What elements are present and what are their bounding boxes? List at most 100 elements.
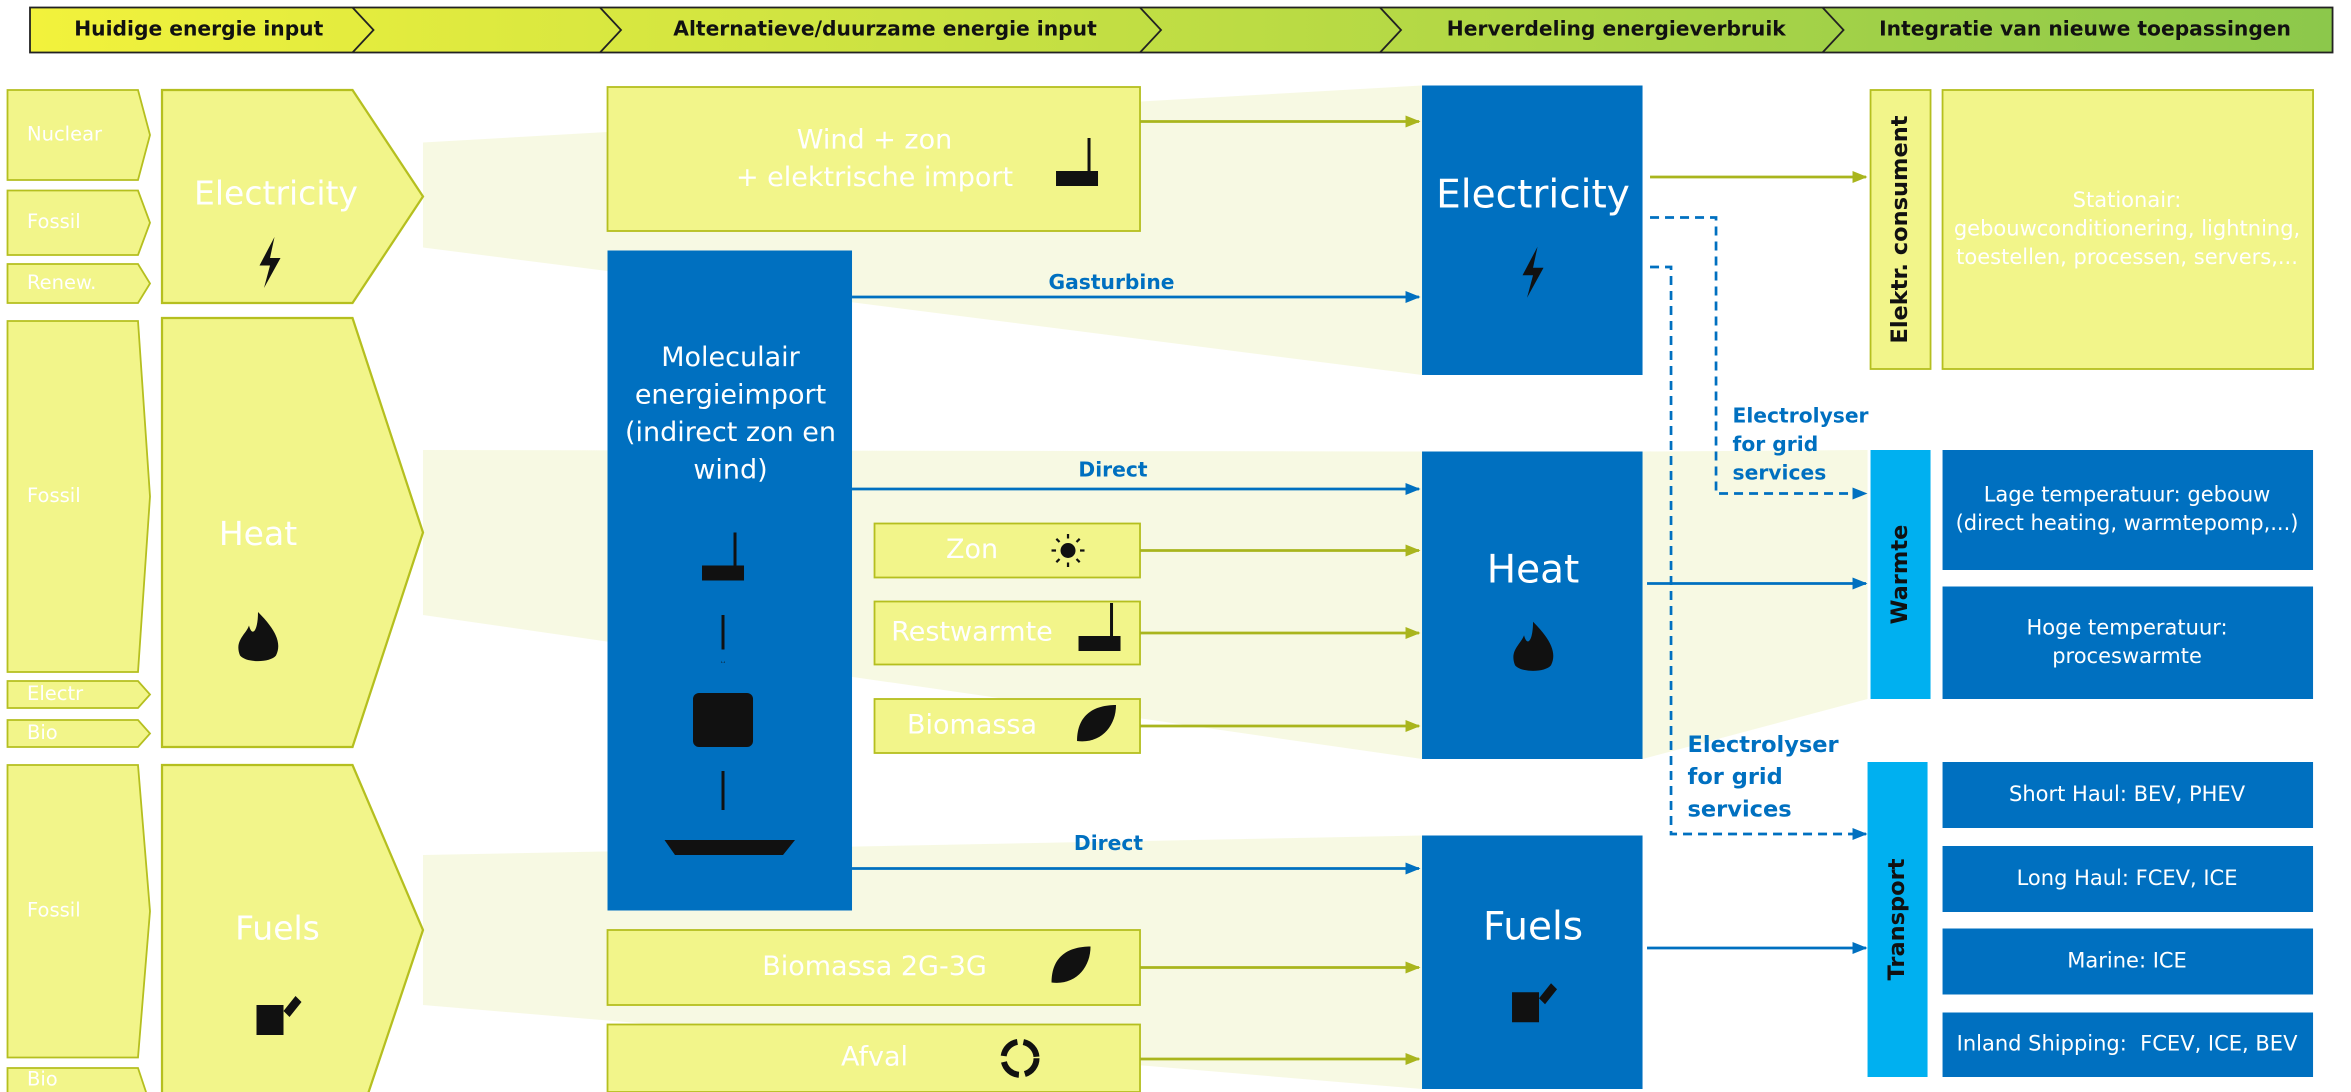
alt-label: Biomassa [907, 710, 1037, 741]
alt-box [606, 1023, 1141, 1092]
consumer-label: gebouwconditionering, lightning, [1954, 217, 2300, 241]
consumer-label: Short Haul: BEV, PHEV [2009, 782, 2246, 806]
consumer-box [1942, 762, 2314, 828]
category-label: Transport [1884, 858, 1910, 980]
source-label: Fuels [235, 909, 320, 948]
icon-panel [1056, 171, 1099, 186]
consumer-box [1941, 89, 2314, 370]
molecular-label: (indirect zon en [625, 417, 836, 448]
source-input [6, 320, 151, 673]
source-input [6, 263, 152, 304]
beam [1642, 450, 1868, 759]
dashed-arrow [1650, 265, 1868, 840]
source-input [6, 764, 151, 1059]
hub-label: Electricity [1436, 173, 1630, 218]
alt-box [873, 600, 1141, 666]
link-label: Direct [1078, 458, 1147, 482]
consumer-label: Stationair: [2073, 188, 2182, 212]
consumer-label: Hoge temperatuur: [2026, 616, 2227, 640]
input-label: Fossil [27, 210, 81, 233]
consumer-box [1942, 928, 2314, 995]
header [29, 6, 2334, 54]
hub-box [1422, 85, 1643, 375]
alt-box [606, 929, 1141, 1006]
consumer-label: toestellen, processen, servers,... [1956, 245, 2298, 269]
link-label: Direct [1074, 831, 1143, 855]
alt-box [606, 86, 1141, 232]
icon-sun-ray [1055, 558, 1061, 563]
consumer-box [1942, 450, 2314, 570]
input-label: Nuclear [27, 123, 103, 146]
link-label: for grid [1688, 764, 1783, 790]
hub-label: Heat [1487, 548, 1580, 593]
chevron [599, 6, 623, 54]
chevron [1821, 6, 1845, 54]
chevron [1379, 6, 1403, 54]
hub-box [1422, 451, 1643, 759]
input-label: Renew. [27, 271, 96, 294]
icon-pump [1512, 983, 1558, 1023]
consumer-label: Inland Shipping: FCEV, ICE, BEV [1957, 1032, 2298, 1056]
icon-flame [238, 612, 279, 662]
category-label: Warmte [1887, 525, 1913, 625]
molecular-label: Moleculair [661, 342, 800, 373]
source-input [6, 1067, 147, 1092]
source-block [160, 763, 425, 1092]
chevron [351, 6, 375, 54]
icon-leaf [1051, 946, 1091, 983]
consumer-label: proceswarmte [2052, 644, 2202, 668]
source-input [6, 719, 152, 748]
input-label: Bio [27, 1068, 58, 1091]
alt-label: Zon [946, 534, 998, 565]
alt-label: Wind + zon [797, 125, 952, 156]
hub-box [1422, 835, 1643, 1089]
consumer-label: Marine: ICE [2067, 949, 2187, 973]
icon-electrolyser [693, 693, 754, 747]
molecular-label: energieimport [635, 380, 826, 411]
alt-label: Biomassa 2G-3G [762, 951, 987, 982]
consumer-box [1942, 1012, 2314, 1077]
alt-label: Restwarmte [891, 617, 1053, 648]
icon-bolt [259, 237, 281, 288]
link-label: Electrolyser [1733, 404, 1869, 428]
stage-label: Huidige energie input [74, 17, 323, 41]
category-label: Elektr. consument [1887, 115, 1913, 343]
alt-label: Afval [841, 1042, 908, 1073]
link-label: for grid [1733, 432, 1819, 456]
dashed-arrow [1650, 216, 1868, 500]
stage-label: Integratie van nieuwe toepassingen [1879, 17, 2291, 41]
source-block [160, 88, 425, 305]
consumer-box [1942, 846, 2314, 912]
source-block [160, 316, 425, 749]
source-input [6, 680, 152, 709]
source-input [6, 189, 151, 256]
consumer-box [1942, 586, 2314, 699]
icon-panel [702, 565, 745, 581]
input-label: Electr [27, 682, 84, 705]
alt-box [873, 522, 1141, 579]
consumer-label: Long Haul: FCEV, ICE [2017, 866, 2238, 890]
icon-bolt [1522, 246, 1544, 298]
link-label: services [1733, 461, 1827, 485]
stage-label: Alternatieve/duurzame energie input [673, 17, 1097, 41]
icon-ship [664, 840, 796, 855]
icon-sun-ray [1075, 558, 1081, 563]
icon-sun-ray [1055, 538, 1061, 543]
category-bar [1867, 762, 1928, 1077]
link-label: services [1688, 797, 1792, 823]
icon-leaf [1077, 705, 1117, 742]
icon-flame [1513, 621, 1554, 671]
icon-recycle [1000, 1038, 1040, 1078]
alt-label: + elektrische import [736, 162, 1013, 193]
category-bar [1870, 450, 1931, 699]
consumer-label: Lage temperatuur: gebouw [1984, 483, 2271, 507]
icon-sun-ray [1075, 538, 1081, 543]
input-label: Fossil [27, 899, 81, 922]
input-label: Bio [27, 721, 58, 744]
link-label: Electrolyser [1688, 732, 1840, 758]
icon-pump [256, 996, 302, 1035]
chevron [1139, 6, 1163, 54]
molecular-label: wind) [693, 455, 767, 486]
header-bar [29, 6, 2334, 54]
